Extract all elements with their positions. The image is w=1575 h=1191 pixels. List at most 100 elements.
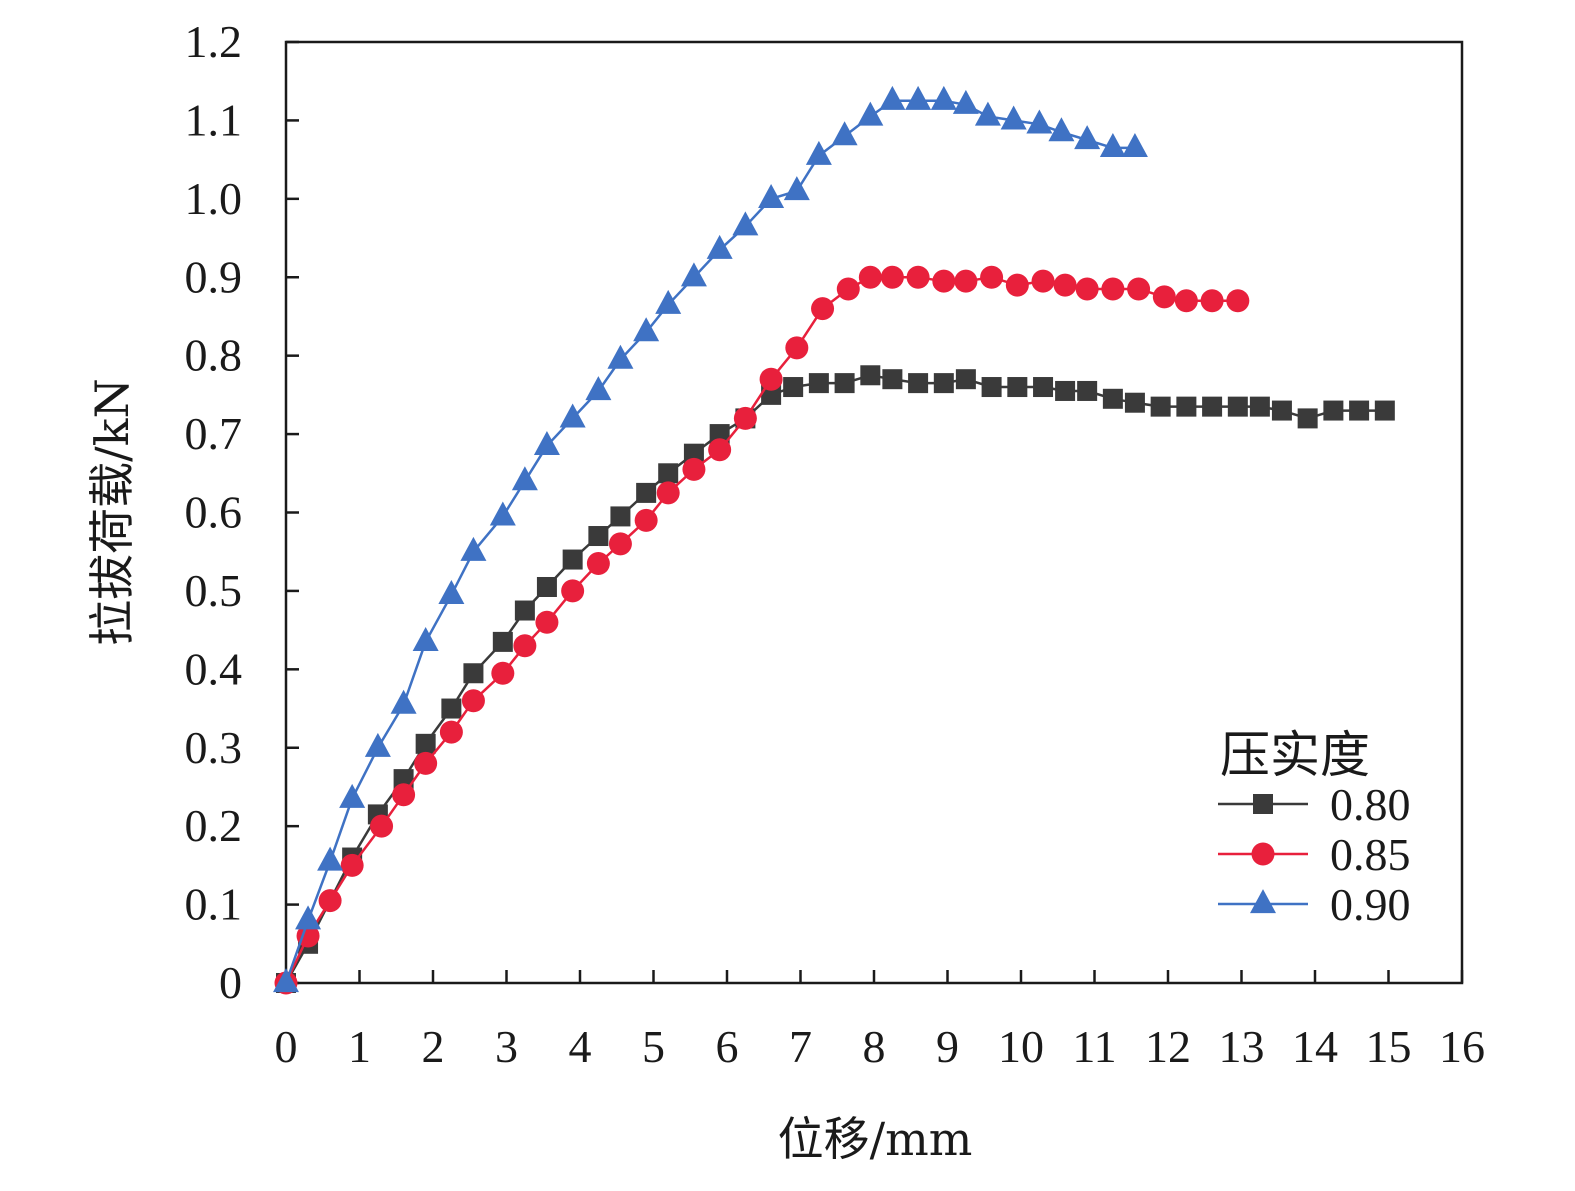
legend-marker	[1250, 889, 1276, 914]
data-point	[607, 344, 634, 369]
data-point	[414, 751, 438, 775]
y-tick-label: 1.0	[185, 173, 243, 224]
data-point	[709, 424, 730, 445]
data-point	[656, 481, 680, 505]
data-point	[836, 277, 860, 301]
data-point	[441, 698, 462, 719]
data-point	[1101, 277, 1125, 301]
data-point	[1053, 273, 1077, 297]
data-point	[633, 317, 660, 342]
data-point	[1077, 380, 1098, 401]
x-axis-tick-labels: 0 1 2 3 4 5 6 7 8 9 10 11 12 13 14 15 16	[275, 1021, 1486, 1072]
y-axis-tick-labels: 0 0.1 0.2 0.3 0.4 0.5 0.6 0.7 0.8 0.9 1.0 1.1 1.2	[185, 16, 243, 1008]
series-0.85	[274, 265, 1250, 995]
legend-label: 0.85	[1330, 829, 1411, 880]
x-tick-label: 10	[998, 1021, 1044, 1072]
data-point	[513, 634, 537, 658]
legend-marker	[1251, 842, 1275, 866]
data-point	[831, 121, 858, 146]
data-point	[588, 526, 609, 547]
data-point	[514, 600, 535, 621]
data-point	[933, 373, 954, 394]
data-point	[559, 403, 586, 428]
data-point	[908, 373, 929, 394]
x-tick-label: 3	[495, 1021, 518, 1072]
data-point	[1152, 285, 1176, 309]
data-point	[879, 85, 906, 110]
data-point	[761, 384, 782, 405]
data-point	[974, 101, 1001, 126]
data-point	[1349, 400, 1370, 421]
x-tick-label: 16	[1439, 1021, 1485, 1072]
data-point	[491, 661, 515, 685]
data-point	[562, 549, 583, 570]
data-point	[683, 443, 704, 464]
data-point	[733, 406, 757, 430]
data-point	[932, 269, 956, 293]
data-point	[634, 508, 658, 532]
data-point	[339, 783, 366, 808]
data-point	[1048, 117, 1075, 142]
data-point	[1026, 109, 1053, 134]
series-line	[284, 374, 1385, 984]
data-point	[930, 85, 957, 110]
x-tick-label: 9	[936, 1021, 959, 1072]
data-point	[1005, 273, 1029, 297]
x-tick-label: 6	[716, 1021, 739, 1072]
data-point	[461, 689, 485, 713]
y-tick-label: 0	[219, 957, 242, 1008]
plot-area-frame	[284, 40, 1464, 985]
x-tick-label: 15	[1366, 1021, 1412, 1072]
data-point	[511, 466, 538, 491]
data-point	[680, 262, 707, 287]
data-point	[390, 689, 417, 714]
data-point	[1127, 277, 1151, 301]
data-point	[318, 889, 342, 913]
x-tick-label: 5	[642, 1021, 665, 1072]
data-point	[1075, 277, 1099, 301]
data-point	[834, 373, 855, 394]
data-point	[636, 482, 657, 503]
data-point	[393, 769, 414, 790]
data-point	[811, 297, 835, 321]
data-point	[1200, 289, 1224, 313]
data-point	[439, 720, 463, 744]
legend-label: 0.80	[1330, 779, 1411, 830]
data-point	[758, 183, 785, 208]
data-point	[955, 369, 976, 390]
data-point	[1174, 289, 1198, 313]
data-point	[882, 369, 903, 390]
axis-ticks	[284, 40, 1464, 985]
data-point	[535, 610, 559, 634]
data-point	[783, 176, 810, 201]
data-point	[492, 631, 513, 652]
data-point	[857, 101, 884, 126]
legend-entry: 0.85	[1218, 829, 1411, 880]
data-point	[655, 289, 682, 314]
data-point	[561, 579, 585, 603]
data-point	[1227, 396, 1248, 417]
data-point	[586, 551, 610, 575]
x-tick-label: 7	[789, 1021, 812, 1072]
y-tick-label: 0.6	[185, 487, 243, 538]
data-point	[1033, 377, 1054, 398]
data-point	[658, 463, 679, 484]
data-point	[1124, 392, 1145, 413]
data-point	[732, 211, 759, 236]
data-point	[1202, 396, 1223, 417]
data-series	[273, 85, 1395, 995]
data-point	[296, 924, 320, 948]
y-axis-title: 拉拔荷载/kN	[85, 378, 139, 646]
y-tick-label: 0.3	[185, 722, 243, 773]
legend: 压实度 0.800.850.90	[1218, 726, 1411, 930]
data-point	[1031, 269, 1055, 293]
x-tick-label: 4	[569, 1021, 592, 1072]
data-point	[1102, 388, 1123, 409]
data-point	[585, 376, 612, 401]
data-point	[438, 579, 465, 604]
data-point	[463, 663, 484, 684]
data-point	[954, 269, 978, 293]
legend-title: 压实度	[1220, 726, 1370, 784]
data-point	[905, 85, 932, 110]
data-point	[340, 853, 364, 877]
